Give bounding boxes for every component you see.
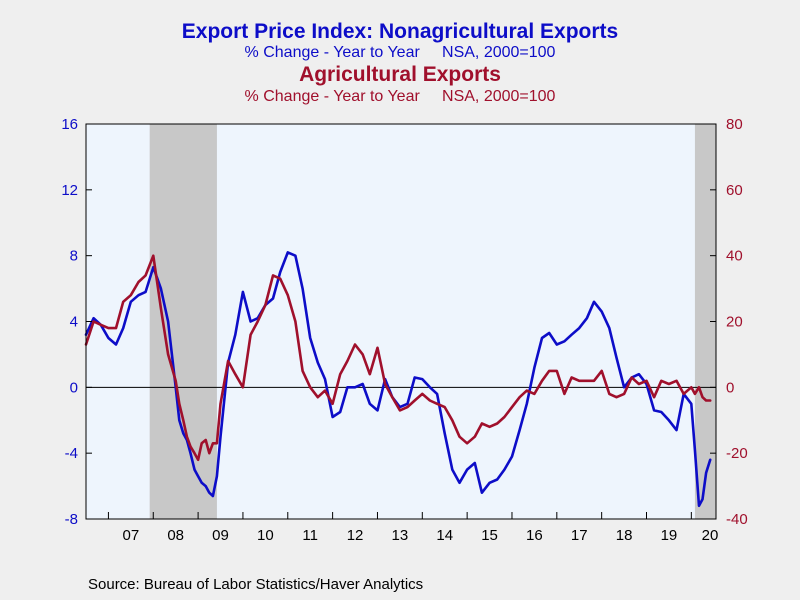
x-tick-label: 16 [526, 527, 543, 544]
x-tick-label: 17 [571, 527, 588, 544]
series-line-ag [84, 254, 712, 462]
x-tick-label: 07 [122, 527, 139, 544]
y-right-tick-label: 60 [726, 182, 743, 199]
x-tick-label: 10 [257, 527, 274, 544]
series-lines [84, 251, 712, 508]
x-tick-label: 19 [661, 527, 678, 544]
y-right-tick-label: -40 [726, 511, 748, 528]
x-tick-label: 09 [212, 527, 229, 544]
y-left-tick-label: 12 [61, 182, 78, 199]
x-tick-label: 18 [616, 527, 633, 544]
x-tick-label: 20 [702, 527, 719, 544]
y-right-tick-label: 0 [726, 379, 734, 396]
x-tick-label: 12 [347, 527, 364, 544]
y-right-tick-label: 20 [726, 314, 743, 331]
recession-band-1 [694, 124, 716, 519]
y-left-tick-label: 0 [70, 379, 78, 396]
recession-band-0 [149, 124, 217, 519]
y-left-tick-label: 4 [70, 314, 78, 331]
x-tick-label: 13 [392, 527, 409, 544]
x-tick-label: 08 [167, 527, 184, 544]
chart-subtitle-ag: % Change - Year to Year NSA, 2000=100 [245, 88, 556, 105]
y-right-tick-label: 40 [726, 248, 743, 265]
x-tick-label: 14 [436, 527, 453, 544]
source-note: Source: Bureau of Labor Statistics/Haver… [88, 576, 424, 593]
y-left-tick-label: 8 [70, 248, 78, 265]
chart-title: Export Price Index: Nonagricultural Expo… [182, 20, 618, 43]
y-left-tick-label: 16 [61, 116, 78, 133]
recession-shading [149, 124, 716, 519]
y-right-tick-label: -20 [726, 445, 748, 462]
x-tick-label: 11 [302, 527, 318, 544]
x-tick-label: 15 [481, 527, 498, 544]
y-axis-right-labels: -40 -20 0 20 40 60 80 [726, 116, 748, 528]
axis-ticks [86, 123, 716, 520]
y-right-tick-label: 80 [726, 116, 743, 133]
chart-subtitle-nonag: % Change - Year to Year NSA, 2000=100 [245, 44, 556, 61]
y-left-tick-label: -8 [65, 511, 78, 528]
chart-title-ag: Agricultural Exports [299, 63, 501, 86]
y-left-tick-label: -4 [65, 445, 78, 462]
y-axis-left-labels: -8 -4 0 4 8 12 16 [61, 116, 78, 528]
x-axis-labels: 07 08 09 10 11 12 13 14 15 16 17 18 19 20 [122, 527, 718, 544]
